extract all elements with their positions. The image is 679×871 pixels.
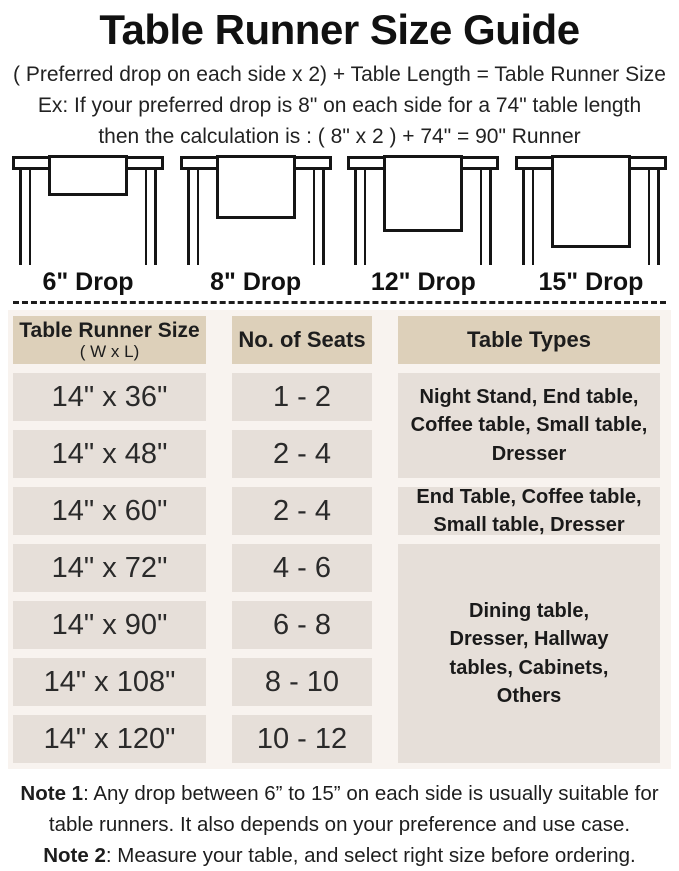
size-cell: 14" x 108" xyxy=(13,658,206,706)
note-2: Note 2: Measure your table, and select r… xyxy=(4,841,675,871)
runner-drape xyxy=(216,155,296,219)
header-seats: No. of Seats xyxy=(232,316,372,364)
drop-label-12in: 12" Drop xyxy=(347,268,499,298)
size-cell: 14" x 36" xyxy=(13,373,206,421)
runner-drape xyxy=(383,155,463,232)
table-leg xyxy=(480,170,492,265)
runner-drape xyxy=(551,155,631,248)
table-leg xyxy=(145,170,157,265)
example-line-2: then the calculation is : ( 8" x 2 ) + 7… xyxy=(0,125,679,149)
seats-cell: 2 - 4 xyxy=(232,487,372,535)
table-leg xyxy=(187,170,199,265)
example-line-1: Ex: If your preferred drop is 8" on each… xyxy=(0,94,679,118)
note-1: Note 1: Any drop between 6” to 15” on ea… xyxy=(4,779,675,841)
header-runner-size: Table Runner Size ( W x L) xyxy=(13,316,206,364)
seats-cell: 4 - 6 xyxy=(232,544,372,592)
seats-cell: 8 - 10 xyxy=(232,658,372,706)
dashed-divider xyxy=(13,301,666,304)
formula-text: ( Preferred drop on each side x 2) + Tab… xyxy=(0,63,679,87)
note-2-label: Note 2 xyxy=(43,844,106,867)
drop-label-15in: 15" Drop xyxy=(515,268,667,298)
seats-cell: 10 - 12 xyxy=(232,715,372,763)
table-leg xyxy=(19,170,31,265)
table-leg xyxy=(522,170,534,265)
table-illustration-15in-drop xyxy=(515,155,667,265)
size-cell: 14" x 72" xyxy=(13,544,206,592)
drop-label-6in: 6" Drop xyxy=(12,268,164,298)
size-table: Table Runner Size ( W x L) No. of Seats … xyxy=(8,310,671,769)
table-types-group-3: Dining table, Dresser, Hallway tables, C… xyxy=(398,544,660,763)
seats-cell: 6 - 8 xyxy=(232,601,372,649)
table-types-group-2: End Table, Coffee table, Small table, Dr… xyxy=(398,487,660,535)
drop-label-8in: 8" Drop xyxy=(180,268,332,298)
header-table-types: Table Types xyxy=(398,316,660,364)
seats-cell: 2 - 4 xyxy=(232,430,372,478)
table-illustration-12in-drop xyxy=(347,155,499,265)
size-cell: 14" x 60" xyxy=(13,487,206,535)
size-cell: 14" x 48" xyxy=(13,430,206,478)
table-illustration-8in-drop xyxy=(180,155,332,265)
size-cell: 14" x 90" xyxy=(13,601,206,649)
drop-labels: 6" Drop 8" Drop 12" Drop 15" Drop xyxy=(0,268,679,298)
page-title: Table Runner Size Guide xyxy=(0,0,679,54)
runner-drape xyxy=(48,155,128,196)
notes: Note 1: Any drop between 6” to 15” on ea… xyxy=(4,779,675,871)
seats-cell: 1 - 2 xyxy=(232,373,372,421)
note-1-label: Note 1 xyxy=(20,782,83,805)
table-leg xyxy=(354,170,366,265)
header-runner-size-sub: ( W x L) xyxy=(80,343,140,362)
table-leg xyxy=(648,170,660,265)
table-leg xyxy=(313,170,325,265)
note-1-text: : Any drop between 6” to 15” on each sid… xyxy=(49,782,659,836)
table-types-group-1: Night Stand, End table, Coffee table, Sm… xyxy=(398,373,660,478)
table-illustration-6in-drop xyxy=(12,155,164,265)
header-runner-size-title: Table Runner Size xyxy=(19,319,199,342)
size-cell: 14" x 120" xyxy=(13,715,206,763)
drop-illustrations xyxy=(0,155,679,265)
note-2-text: : Measure your table, and select right s… xyxy=(106,844,636,867)
